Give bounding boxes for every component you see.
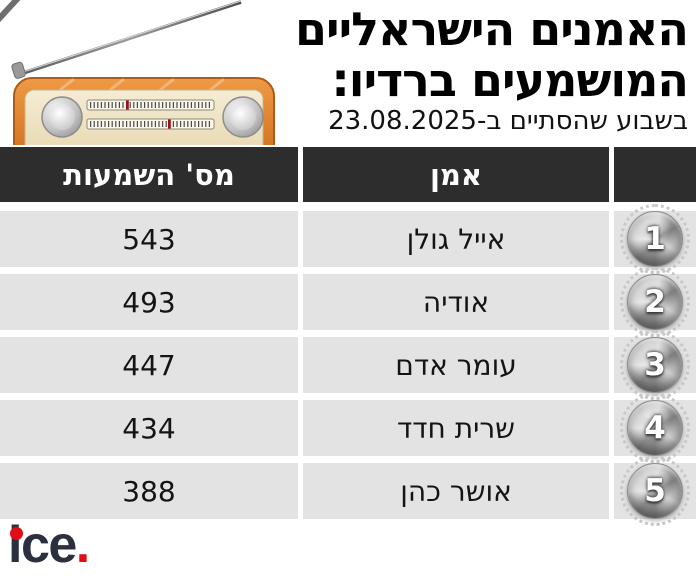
- table-header-row: מס' השמעות אמן: [0, 147, 696, 202]
- rank-number: 2: [644, 283, 666, 320]
- column-header-artist: אמן: [303, 147, 609, 202]
- title-block: האמנים הישראליים המושמעים ברדיו: בשבוע ש…: [295, 2, 689, 137]
- ice-logo-period: .: [75, 516, 90, 574]
- ice-logo: ice.: [8, 516, 90, 574]
- rank-number: 3: [644, 346, 666, 383]
- antenna-icon: [19, 0, 242, 76]
- antenna-joint: [11, 61, 26, 79]
- knob-tick-ring: [620, 456, 690, 526]
- page-title-line1: האמנים הישראליים: [295, 2, 689, 56]
- plays-cell: 543: [0, 211, 298, 267]
- artist-cell: עומר אדם: [303, 337, 609, 393]
- ice-logo-text: ice: [8, 516, 77, 574]
- artist-cell: אושר כהן: [303, 463, 609, 519]
- radio-dial-scale-top: [86, 99, 215, 111]
- column-header-rank: [614, 147, 696, 202]
- page-subtitle: בשבוע שהסתיים ב-23.08.2025: [328, 106, 688, 137]
- rank-cell: 1: [614, 204, 696, 274]
- rank-number: 1: [644, 220, 666, 257]
- header-area: האמנים הישראליים המושמעים ברדיו: בשבוע ש…: [0, 0, 696, 147]
- plays-cell: 388: [0, 463, 298, 519]
- table-row: 388 אושר כהן 5: [0, 456, 696, 526]
- table-row: 447 עומר אדם 3: [0, 330, 696, 400]
- rank-cell: 5: [614, 456, 696, 526]
- column-header-plays: מס' השמעות: [0, 147, 298, 202]
- rank-knob-icon: 1: [619, 203, 691, 275]
- rank-knob-icon: 5: [619, 455, 691, 527]
- rank-knob-icon: 4: [619, 392, 691, 464]
- radio-dial-scale-bottom: [86, 118, 215, 130]
- rank-cell: 3: [614, 330, 696, 400]
- plays-cell: 434: [0, 400, 298, 456]
- table-row: 543 אייל גולן 1: [0, 204, 696, 274]
- artist-cell: אייל גולן: [303, 211, 609, 267]
- artists-table: מס' השמעות אמן 543 אייל גולן 1 493 אודיה: [0, 147, 696, 526]
- page-title-line2: המושמעים ברדיו:: [331, 52, 689, 107]
- plays-cell: 493: [0, 274, 298, 330]
- table-row: 434 שרית חדד 4: [0, 393, 696, 463]
- plays-cell: 447: [0, 337, 298, 393]
- radio-icon: [0, 0, 275, 145]
- rank-knob-icon: 2: [619, 266, 691, 338]
- ice-logo-red-dot-icon: [10, 527, 23, 540]
- artist-cell: אודיה: [303, 274, 609, 330]
- table-row: 493 אודיה 2: [0, 267, 696, 337]
- artist-cell: שרית חדד: [303, 400, 609, 456]
- rank-cell: 4: [614, 393, 696, 463]
- rank-knob-icon: 3: [619, 329, 691, 401]
- rank-cell: 2: [614, 267, 696, 337]
- antenna-corner-segment-icon: [0, 0, 21, 23]
- rank-number: 4: [644, 409, 666, 446]
- rank-number: 5: [644, 472, 666, 509]
